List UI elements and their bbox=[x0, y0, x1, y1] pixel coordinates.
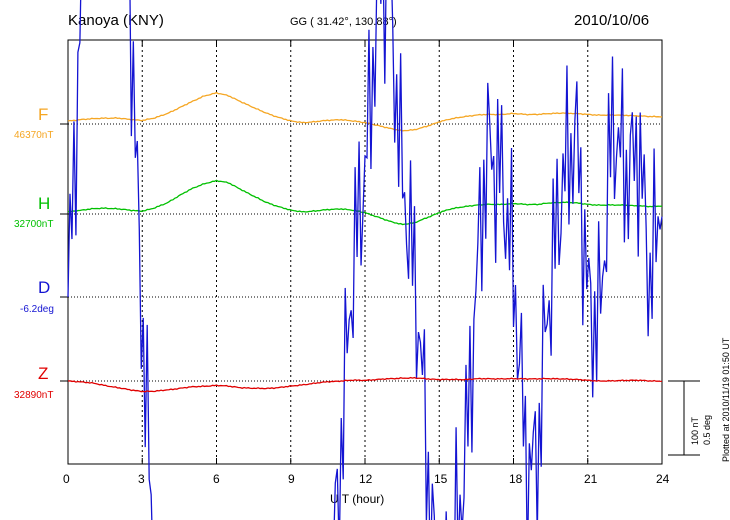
component-value-Z: 32890nT bbox=[14, 390, 54, 401]
x-axis-label: U T (hour) bbox=[330, 492, 385, 506]
trace-H bbox=[67, 179, 663, 226]
component-label-F: F bbox=[38, 105, 49, 124]
coordinates: GG ( 31.42°, 130.88°) bbox=[290, 16, 397, 28]
x-tick-marks bbox=[67, 40, 663, 464]
component-label-H: H bbox=[38, 194, 51, 213]
component-value-H: 32700nT bbox=[14, 219, 54, 230]
xtick-15: 15 bbox=[434, 472, 448, 486]
data-traces bbox=[67, 0, 663, 520]
xtick-9: 9 bbox=[288, 472, 295, 486]
xtick-21: 21 bbox=[584, 472, 598, 486]
component-value-D: -6.2deg bbox=[20, 304, 54, 315]
scale-bar bbox=[668, 380, 700, 456]
trace-Z bbox=[67, 376, 663, 393]
xtick-24: 24 bbox=[656, 472, 670, 486]
date-label: 2010/10/06 bbox=[574, 12, 650, 29]
grid-lines bbox=[141, 40, 589, 464]
trace-F bbox=[67, 91, 663, 132]
trace-D bbox=[67, 0, 663, 520]
page-title: Kanoya (KNY) bbox=[68, 12, 164, 29]
xtick-3: 3 bbox=[138, 472, 145, 486]
xtick-6: 6 bbox=[213, 472, 220, 486]
xtick-12: 12 bbox=[359, 472, 373, 486]
component-label-D: D bbox=[38, 278, 51, 297]
component-label-Z: Z bbox=[38, 364, 49, 383]
baseline-lines bbox=[60, 123, 662, 382]
xtick-18: 18 bbox=[509, 472, 523, 486]
xtick-0: 0 bbox=[63, 472, 70, 486]
component-value-F: 46370nT bbox=[14, 130, 54, 141]
